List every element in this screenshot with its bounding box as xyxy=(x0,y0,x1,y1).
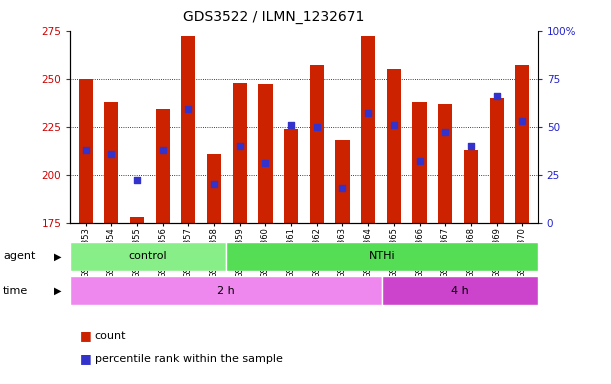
Bar xyxy=(70,276,382,305)
Text: ▶: ▶ xyxy=(54,251,61,262)
Point xyxy=(441,129,450,136)
Point xyxy=(312,124,322,130)
Bar xyxy=(207,154,221,223)
Bar xyxy=(515,65,529,223)
Point xyxy=(132,177,142,184)
Bar xyxy=(284,129,298,223)
Point xyxy=(183,106,193,113)
Point xyxy=(364,110,373,116)
Bar xyxy=(104,102,119,223)
Point xyxy=(106,151,116,157)
Bar xyxy=(438,104,452,223)
Text: percentile rank within the sample: percentile rank within the sample xyxy=(95,354,282,364)
Point xyxy=(158,147,167,153)
Point xyxy=(518,118,527,124)
Point xyxy=(286,122,296,128)
Point xyxy=(466,143,476,149)
Bar xyxy=(335,140,349,223)
Point xyxy=(389,122,399,128)
Text: GDS3522 / ILMN_1232671: GDS3522 / ILMN_1232671 xyxy=(183,10,364,23)
Bar xyxy=(226,242,538,271)
Text: time: time xyxy=(3,286,28,296)
Bar xyxy=(258,84,273,223)
Bar xyxy=(79,79,93,223)
Text: ■: ■ xyxy=(79,353,91,366)
Point xyxy=(209,181,219,187)
Text: agent: agent xyxy=(3,251,35,262)
Point xyxy=(338,185,348,191)
Point xyxy=(81,147,90,153)
Text: ■: ■ xyxy=(79,329,91,343)
Text: control: control xyxy=(129,251,167,262)
Bar xyxy=(464,150,478,223)
Bar xyxy=(412,102,426,223)
Bar xyxy=(156,109,170,223)
Point xyxy=(260,160,270,166)
Point xyxy=(235,143,244,149)
Bar xyxy=(361,36,375,223)
Bar xyxy=(181,36,196,223)
Bar xyxy=(70,242,226,271)
Bar xyxy=(489,98,503,223)
Bar xyxy=(310,65,324,223)
Text: 4 h: 4 h xyxy=(451,286,469,296)
Point xyxy=(415,158,425,164)
Point xyxy=(492,93,502,99)
Bar xyxy=(130,217,144,223)
Bar xyxy=(233,83,247,223)
Text: NTHi: NTHi xyxy=(368,251,395,262)
Bar xyxy=(382,276,538,305)
Bar xyxy=(387,69,401,223)
Text: count: count xyxy=(95,331,126,341)
Text: 2 h: 2 h xyxy=(217,286,235,296)
Text: ▶: ▶ xyxy=(54,286,61,296)
